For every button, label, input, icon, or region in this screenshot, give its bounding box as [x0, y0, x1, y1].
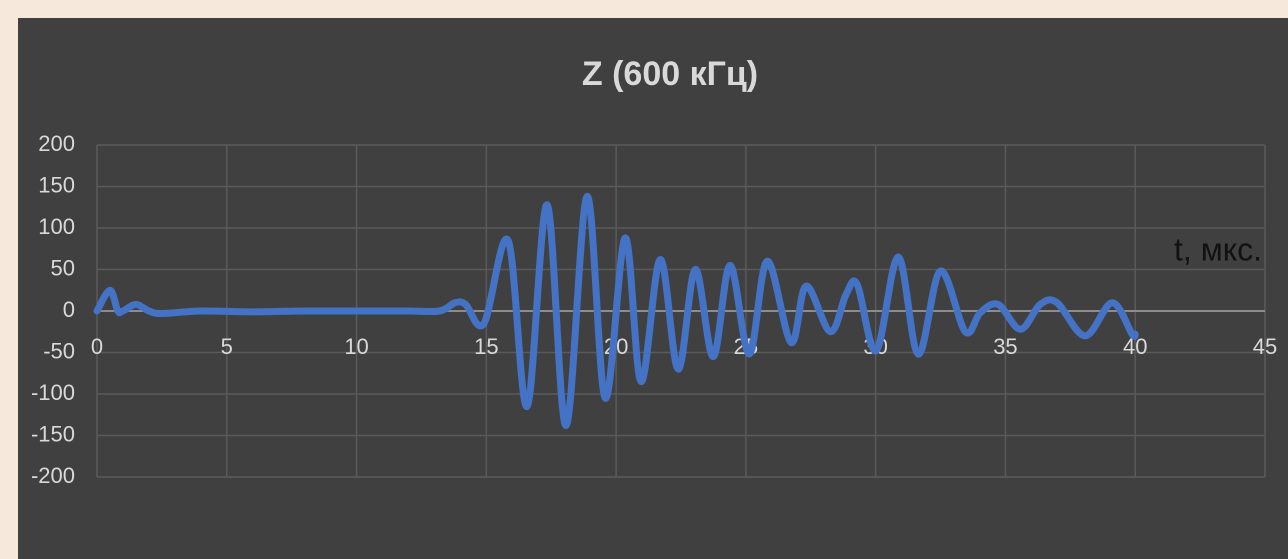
x-tick-label: 0	[91, 334, 103, 359]
data-line	[93, 192, 1139, 430]
y-tick-label: -50	[43, 338, 75, 363]
x-tick-label: 10	[344, 334, 368, 359]
y-tick-label: -150	[31, 421, 75, 446]
y-tick-label: -100	[31, 380, 75, 405]
chart-title: Z (600 кГц)	[582, 55, 758, 93]
y-tick-label: 50	[51, 255, 75, 280]
y-tick-label: 0	[63, 297, 75, 322]
x-tick-label: 15	[474, 334, 498, 359]
x-tick-label: 5	[221, 334, 233, 359]
y-tick-label: 200	[38, 131, 75, 156]
y-tick-label: 150	[38, 172, 75, 197]
x-tick-label: 45	[1253, 334, 1277, 359]
x-axis-label: t, мкс.	[1174, 231, 1262, 267]
y-tick-label: 100	[38, 214, 75, 239]
x-tick-label: 35	[993, 334, 1017, 359]
y-tick-label: -200	[31, 463, 75, 488]
